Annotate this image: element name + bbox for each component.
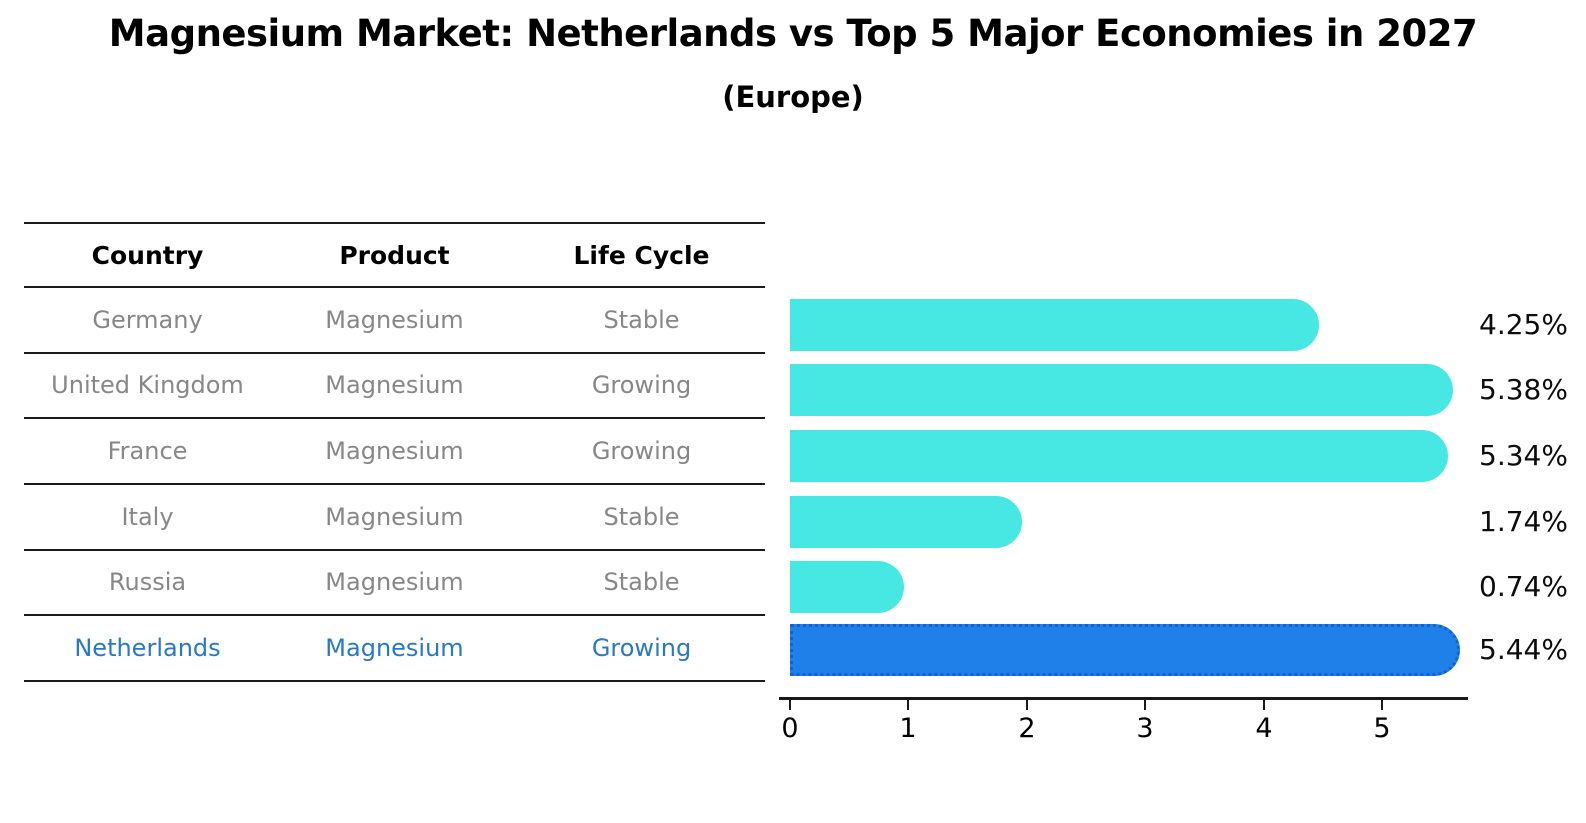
cell-product: Magnesium xyxy=(325,634,464,663)
table-row-united-kingdom: United Kingdom Magnesium Growing xyxy=(24,354,765,420)
cell-life-cycle: Growing xyxy=(591,437,692,466)
cell-product: Magnesium xyxy=(325,437,464,466)
bar-netherlands-highlighted xyxy=(790,624,1460,676)
cell-country: Russia xyxy=(108,568,187,597)
x-axis-tick-label: 0 xyxy=(781,713,799,744)
bar-germany xyxy=(790,299,1319,351)
value-label: 5.34% xyxy=(1479,439,1568,472)
column-header-product: Product xyxy=(339,240,450,270)
cell-life-cycle: Growing xyxy=(591,371,692,400)
cell-life-cycle: Growing xyxy=(591,634,692,663)
table-header-row: Country Product Life Cycle xyxy=(24,222,765,288)
cell-product: Magnesium xyxy=(325,305,464,334)
bar-russia xyxy=(790,561,904,613)
column-header-life-cycle: Life Cycle xyxy=(573,240,710,270)
cell-product: Magnesium xyxy=(325,502,464,531)
x-axis-tick-label: 3 xyxy=(1136,713,1154,744)
chart-subtitle: (Europe) xyxy=(722,80,864,114)
cell-country: France xyxy=(107,437,188,466)
x-axis-tick xyxy=(907,697,909,710)
cell-life-cycle: Stable xyxy=(603,568,680,597)
cell-country: Netherlands xyxy=(74,634,221,663)
cell-country: United Kingdom xyxy=(51,371,244,400)
x-axis-tick-label: 2 xyxy=(1018,713,1036,744)
x-axis-tick xyxy=(1263,697,1265,710)
x-axis-tick-label: 4 xyxy=(1255,713,1273,744)
cell-life-cycle: Stable xyxy=(603,305,680,334)
table-row-italy: Italy Magnesium Stable xyxy=(24,485,765,551)
table-row-netherlands-highlighted: Netherlands Magnesium Growing xyxy=(24,616,765,682)
bar-united-kingdom xyxy=(790,364,1453,416)
bar-france xyxy=(790,430,1448,482)
value-label: 5.44% xyxy=(1479,633,1568,666)
chart-title: Magnesium Market: Netherlands vs Top 5 M… xyxy=(108,12,1478,55)
value-label: 1.74% xyxy=(1479,505,1568,538)
cell-country: Italy xyxy=(121,502,174,531)
x-axis-line xyxy=(779,697,1468,700)
x-axis-tick xyxy=(1144,697,1146,710)
value-label: 4.25% xyxy=(1479,308,1568,341)
cell-product: Magnesium xyxy=(325,371,464,400)
country-table: Country Product Life Cycle Germany Magne… xyxy=(24,222,765,682)
x-axis-tick xyxy=(789,697,791,710)
value-label: 0.74% xyxy=(1479,570,1568,603)
table-row-germany: Germany Magnesium Stable xyxy=(24,288,765,354)
cell-life-cycle: Stable xyxy=(603,502,680,531)
cell-product: Magnesium xyxy=(325,568,464,597)
cell-country: Germany xyxy=(92,305,203,334)
column-header-country: Country xyxy=(91,240,204,270)
x-axis-tick xyxy=(1026,697,1028,710)
bar-italy xyxy=(790,496,1022,548)
x-axis-tick xyxy=(1381,697,1383,710)
x-axis-tick-label: 1 xyxy=(899,713,917,744)
table-row-france: France Magnesium Growing xyxy=(24,419,765,485)
value-label: 5.38% xyxy=(1479,373,1568,406)
table-row-russia: Russia Magnesium Stable xyxy=(24,551,765,617)
x-axis-tick-label: 5 xyxy=(1373,713,1391,744)
